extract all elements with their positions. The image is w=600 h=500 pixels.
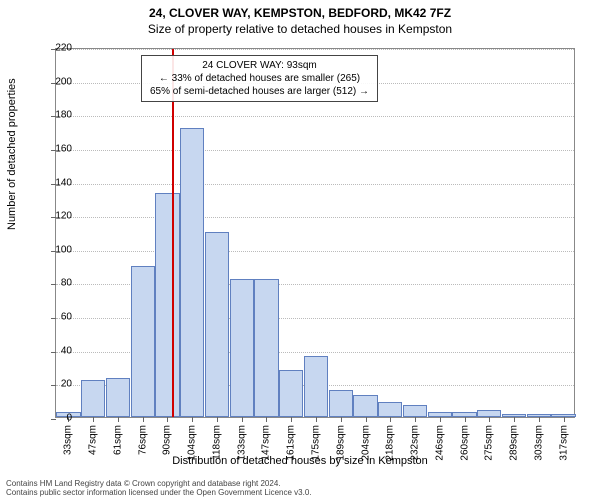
x-tick-mark (291, 417, 292, 422)
histogram-bar (477, 410, 501, 417)
grid-line (56, 251, 574, 252)
title-line-2: Size of property relative to detached ho… (0, 20, 600, 36)
y-tick-label: 200 (55, 76, 72, 87)
histogram-bar (205, 232, 229, 417)
histogram-bar (279, 370, 303, 417)
histogram-bar (81, 380, 105, 417)
histogram-bar (155, 193, 179, 417)
grid-line (56, 184, 574, 185)
y-tick-label: 100 (55, 244, 72, 255)
x-tick-mark (93, 417, 94, 422)
y-tick-label: 180 (55, 110, 72, 121)
annotation-line1: 24 CLOVER WAY: 93sqm (150, 59, 369, 72)
x-tick-mark (341, 417, 342, 422)
y-tick-label: 20 (61, 379, 72, 390)
x-tick-mark (167, 417, 168, 422)
histogram-bar (329, 390, 353, 417)
x-tick-label: 33sqm (63, 425, 74, 455)
x-tick-mark (118, 417, 119, 422)
y-tick-label: 140 (55, 177, 72, 188)
y-axis-label: Number of detached properties (6, 78, 18, 230)
y-tick-label: 220 (55, 43, 72, 54)
histogram-bar (378, 402, 402, 417)
y-tick-mark (51, 419, 56, 420)
y-tick-label: 120 (55, 211, 72, 222)
histogram-bar (254, 279, 278, 417)
x-tick-mark (415, 417, 416, 422)
grid-line (56, 217, 574, 218)
x-tick-mark (366, 417, 367, 422)
x-tick-mark (316, 417, 317, 422)
x-tick-mark (514, 417, 515, 422)
y-tick-label: 0 (66, 413, 72, 424)
y-tick-label: 60 (61, 312, 72, 323)
grid-line (56, 150, 574, 151)
footer-line-2: Contains public sector information licen… (6, 488, 312, 498)
histogram-bar (353, 395, 377, 417)
x-axis-label: Distribution of detached houses by size … (0, 455, 600, 467)
y-tick-label: 160 (55, 143, 72, 154)
x-tick-mark (242, 417, 243, 422)
x-tick-mark (539, 417, 540, 422)
histogram-bar (180, 128, 204, 417)
x-tick-mark (564, 417, 565, 422)
annotation-box: 24 CLOVER WAY: 93sqm← 33% of detached ho… (141, 55, 378, 102)
x-tick-mark (440, 417, 441, 422)
annotation-line2: ← 33% of detached houses are smaller (26… (150, 72, 369, 85)
annotation-line3: 65% of semi-detached houses are larger (… (150, 85, 369, 98)
property-marker-line (172, 49, 174, 417)
histogram-bar (230, 279, 254, 417)
x-tick-label: 76sqm (137, 425, 148, 455)
y-tick-mark (51, 318, 56, 319)
x-tick-mark (143, 417, 144, 422)
y-tick-mark (51, 284, 56, 285)
y-tick-label: 80 (61, 278, 72, 289)
x-tick-mark (266, 417, 267, 422)
grid-line (56, 49, 574, 50)
x-tick-label: 61sqm (112, 425, 123, 455)
x-tick-mark (465, 417, 466, 422)
grid-line (56, 116, 574, 117)
footer-attribution: Contains HM Land Registry data © Crown c… (6, 479, 312, 498)
histogram-bar (106, 378, 130, 417)
y-tick-mark (51, 385, 56, 386)
x-tick-mark (390, 417, 391, 422)
footer-line-1: Contains HM Land Registry data © Crown c… (6, 479, 312, 489)
x-tick-mark (489, 417, 490, 422)
y-tick-mark (51, 352, 56, 353)
x-tick-label: 90sqm (162, 425, 173, 455)
x-tick-mark (192, 417, 193, 422)
histogram-bar (304, 356, 328, 417)
histogram-bar (131, 266, 155, 417)
x-tick-mark (217, 417, 218, 422)
x-tick-label: 47sqm (88, 425, 99, 455)
plot-area: 33sqm47sqm61sqm76sqm90sqm104sqm118sqm133… (55, 48, 575, 418)
y-tick-label: 40 (61, 345, 72, 356)
chart-container: 24, CLOVER WAY, KEMPSTON, BEDFORD, MK42 … (0, 0, 600, 500)
title-line-1: 24, CLOVER WAY, KEMPSTON, BEDFORD, MK42 … (0, 0, 600, 20)
histogram-bar (403, 405, 427, 417)
